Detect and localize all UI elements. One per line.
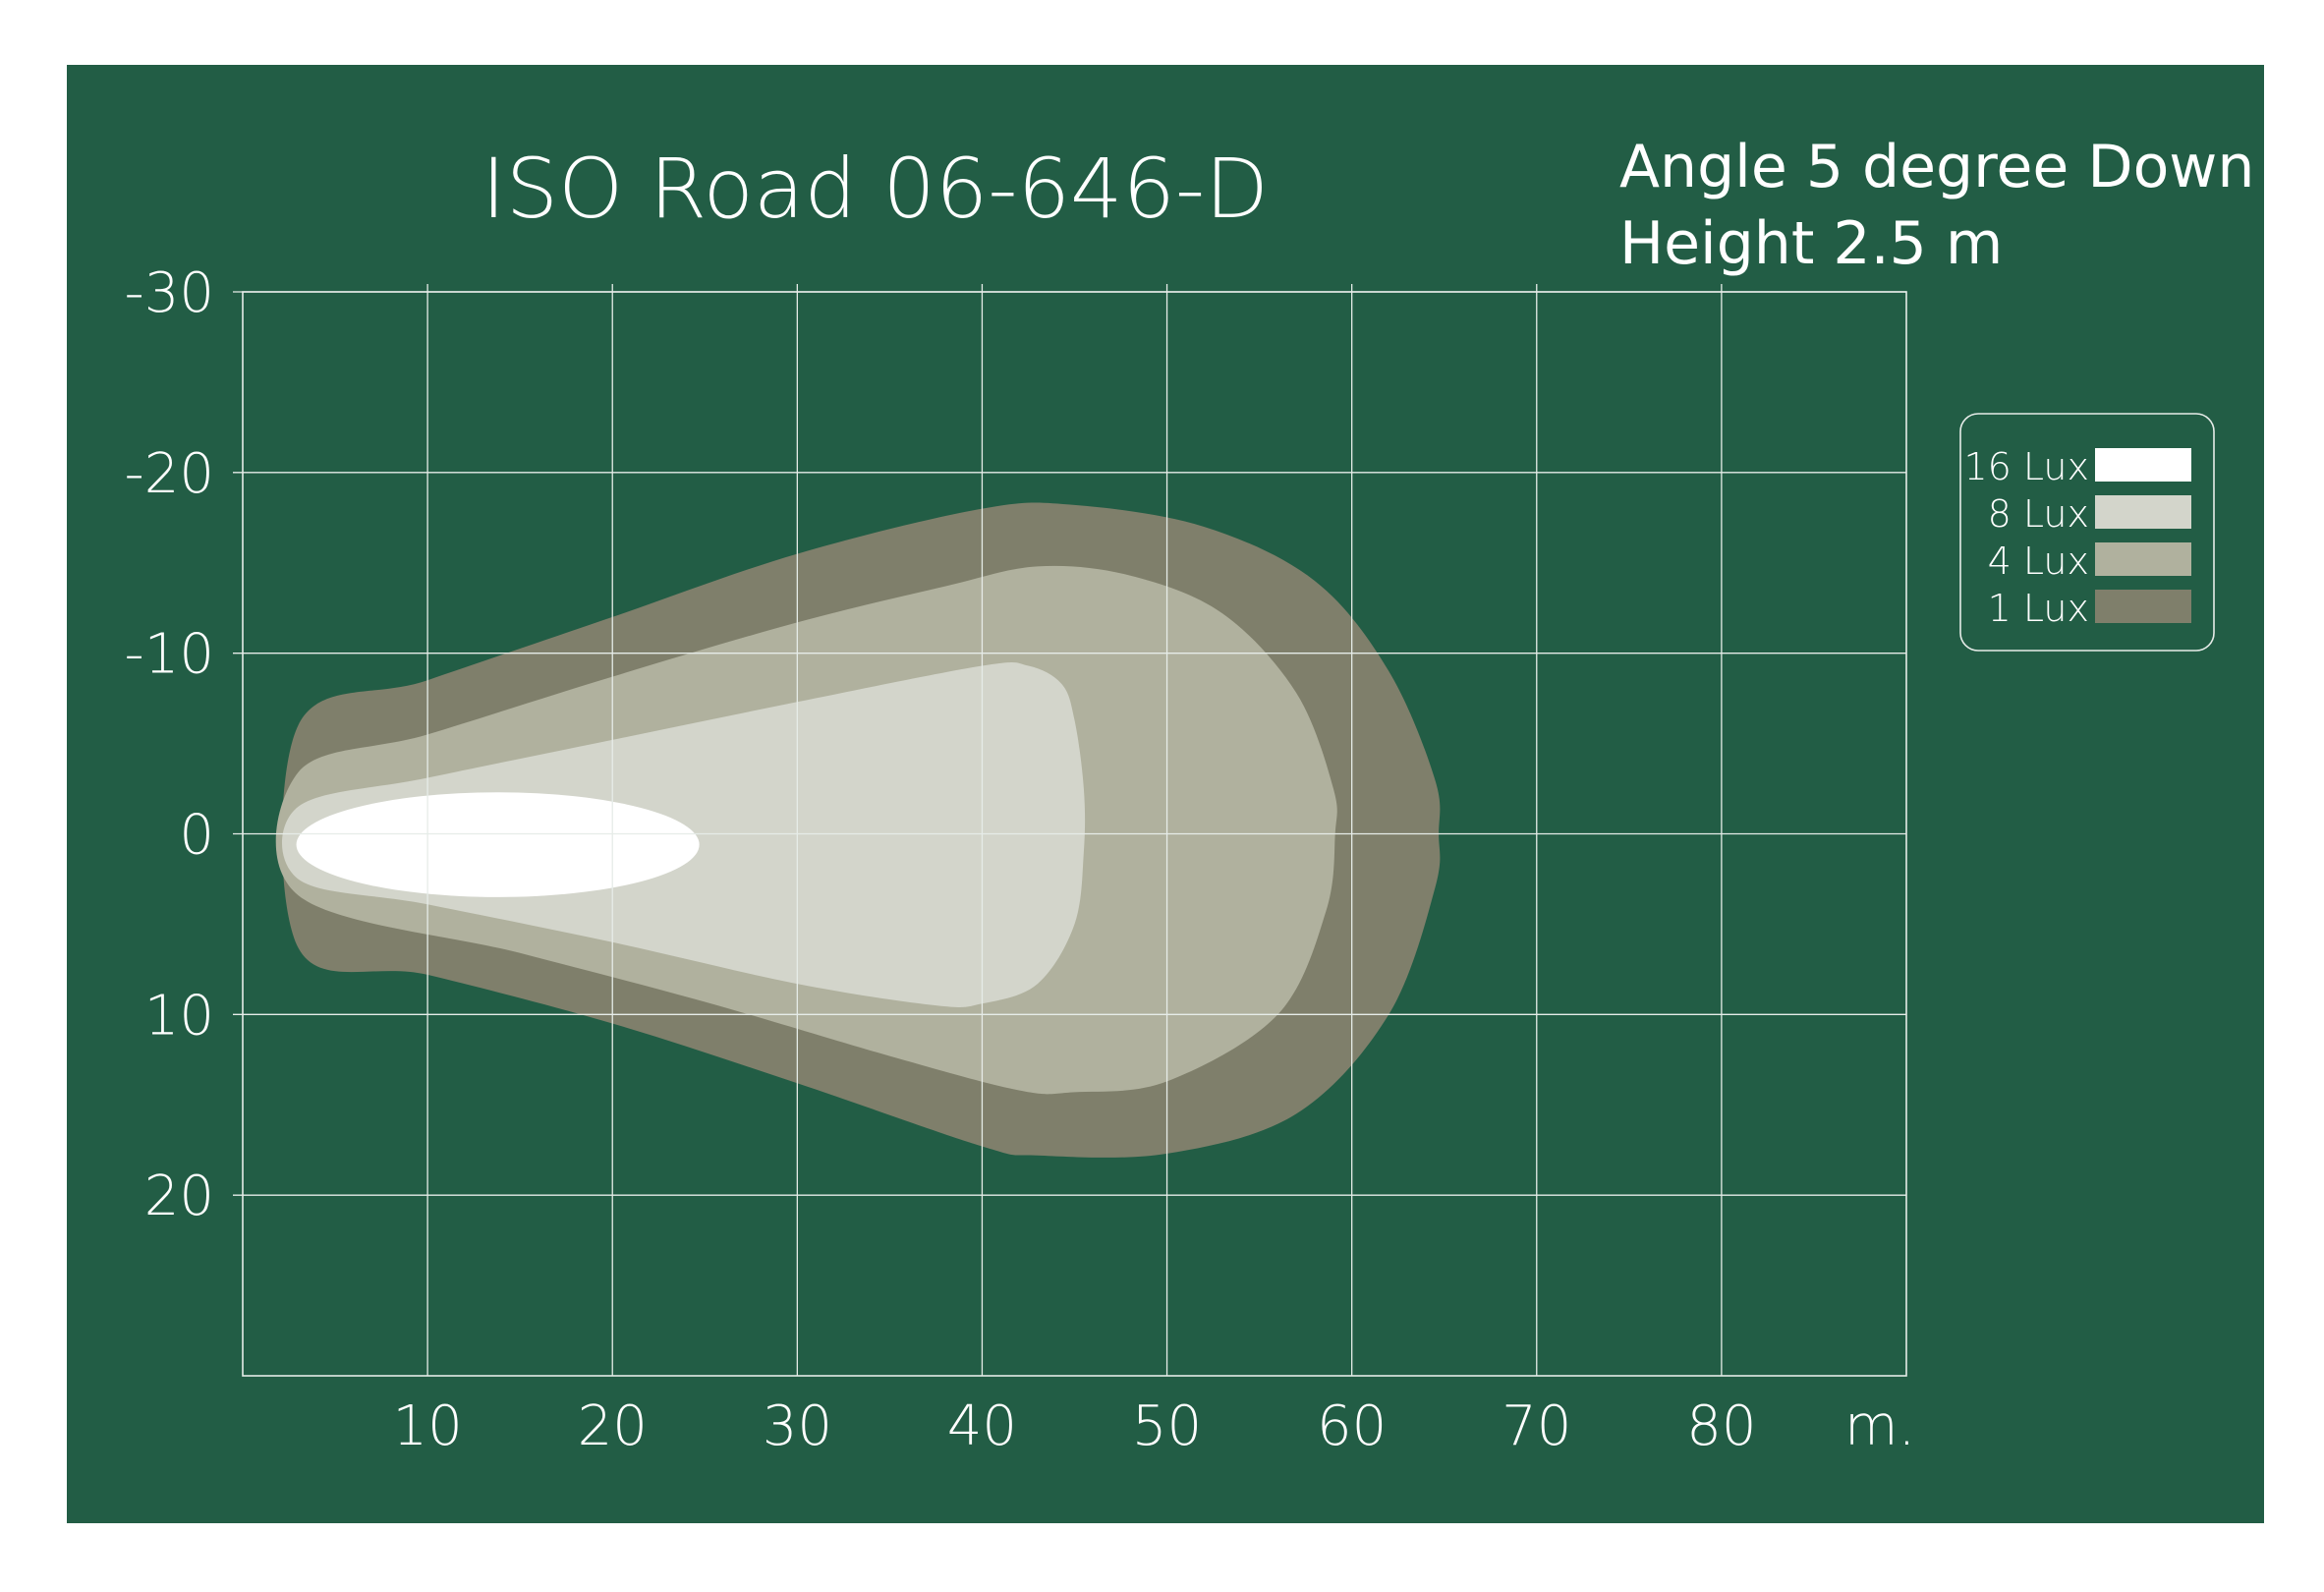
- legend-swatch: [2095, 542, 2191, 576]
- y-tick-label: 0: [179, 804, 214, 868]
- legend-label: 1 Lux: [1988, 587, 2089, 630]
- legend-swatch: [2095, 448, 2191, 482]
- y-tick-label: -20: [125, 442, 214, 506]
- x-tick-label: 60: [1317, 1394, 1387, 1458]
- legend-label: 8 Lux: [1988, 492, 2089, 536]
- chart-title: ISO Road 06-646-D: [482, 141, 1269, 237]
- x-tick-label: 80: [1686, 1394, 1756, 1458]
- x-tick-label: 30: [763, 1394, 832, 1458]
- legend-swatch: [2095, 495, 2191, 529]
- legend-label: 16 Lux: [1963, 445, 2089, 488]
- isolux-contours: [275, 502, 1441, 1158]
- x-tick-label: 10: [392, 1394, 462, 1458]
- x-tick-label: 20: [578, 1394, 648, 1458]
- x-tick-label: 70: [1502, 1394, 1571, 1458]
- grid: [233, 284, 1907, 1377]
- y-tick-label: -30: [125, 261, 214, 325]
- legend-label: 4 Lux: [1988, 540, 2089, 583]
- x-tick-label: 50: [1132, 1394, 1202, 1458]
- y-tick-label: 20: [144, 1165, 214, 1228]
- y-tick-labels: -30 -20 -10 0 10 20: [125, 261, 214, 1228]
- x-tick-label: 40: [947, 1394, 1017, 1458]
- legend-swatch: [2095, 590, 2191, 623]
- contour-16-lux: [296, 792, 700, 897]
- info-height: Height 2.5 m: [1619, 209, 2003, 278]
- y-tick-label: -10: [125, 623, 214, 687]
- x-axis-label: m.: [1844, 1394, 1915, 1458]
- x-tick-labels: 10 20 30 40 50 60 70 80: [392, 1394, 1756, 1458]
- info-angle: Angle 5 degree Down: [1619, 133, 2254, 201]
- y-tick-label: 10: [144, 984, 214, 1048]
- legend-frame: [1959, 413, 2215, 652]
